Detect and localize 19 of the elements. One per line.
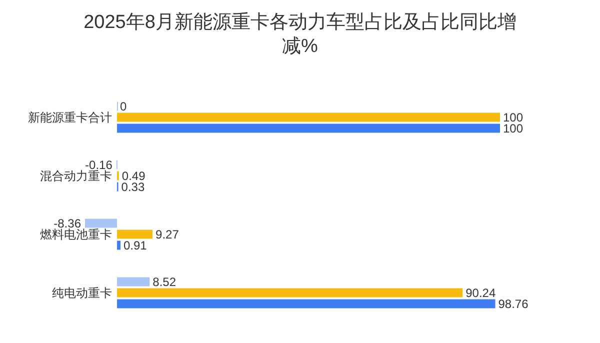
bar — [117, 288, 463, 298]
bar — [117, 240, 120, 250]
chart-title: 2025年8月新能源重卡各动力车型占比及占比同比增减% — [84, 11, 516, 57]
data-label: 0 — [120, 99, 128, 114]
bar — [117, 277, 150, 286]
y-tick-label: 混合动力重卡 — [40, 168, 112, 183]
bar — [117, 112, 500, 122]
y-tick-label: 纯电动重卡 — [52, 286, 112, 300]
data-label: 0.91 — [124, 238, 148, 252]
bar — [117, 230, 153, 239]
y-tick-label: 新能源重卡合计 — [28, 110, 112, 124]
bar — [117, 299, 496, 308]
bar — [117, 124, 500, 133]
data-label: 9.27 — [156, 227, 180, 242]
y-tick-label: 燃料电池重卡 — [40, 227, 112, 242]
bar — [85, 218, 118, 228]
data-label: 98.76 — [498, 296, 529, 311]
data-label: 90.24 — [466, 286, 496, 300]
data-label: 8.52 — [152, 274, 176, 289]
